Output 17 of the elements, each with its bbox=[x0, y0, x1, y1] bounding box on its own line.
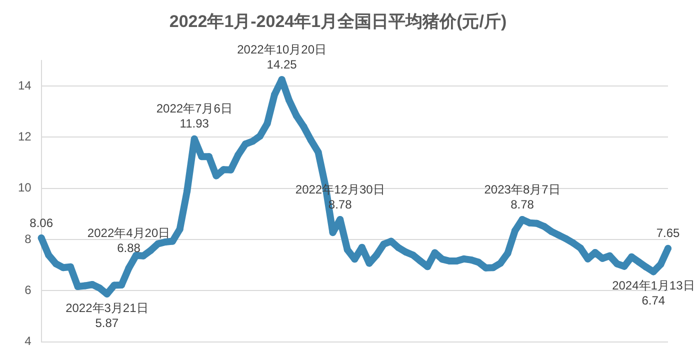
y-tick-label: 4 bbox=[24, 334, 32, 348]
annotation: 2022年3月21日 5.87 bbox=[66, 300, 148, 330]
annotation: 2022年7月6日 11.93 bbox=[156, 102, 232, 131]
y-tick-label: 14 bbox=[18, 78, 32, 92]
y-tick-label: 10 bbox=[18, 180, 32, 195]
annotation: 2024年1月13日 6.74 bbox=[612, 278, 694, 308]
annotation: 2023年8月7日 8.78 bbox=[484, 182, 560, 212]
annotation: 2022年10月20日 14.25 bbox=[237, 42, 327, 72]
y-tick-label: 8 bbox=[24, 232, 32, 246]
chart-title: 2022年1月-2024年1月全国日平均猪价(元/斤) bbox=[169, 12, 507, 31]
y-tick-label: 12 bbox=[18, 129, 32, 144]
point bbox=[38, 234, 45, 242]
annotation: 8.06 bbox=[30, 216, 54, 230]
annotation: 2022年4月20日 6.88 bbox=[87, 226, 170, 255]
annotation: 7.65 bbox=[656, 226, 680, 240]
point bbox=[664, 244, 672, 252]
y-tick-label: 6 bbox=[24, 282, 32, 297]
